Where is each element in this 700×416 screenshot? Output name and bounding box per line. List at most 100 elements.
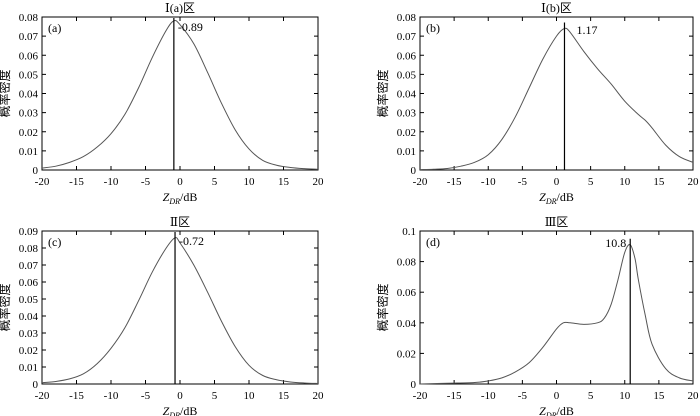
x-axis-label: ZDR/dB	[539, 190, 574, 206]
x-tick-label: 10	[619, 176, 631, 188]
chart-title: Ⅰ(b)区	[541, 1, 572, 15]
plot-frame	[419, 230, 694, 385]
x-tick-label: -5	[518, 390, 528, 402]
y-tick-label: 0.06	[397, 50, 417, 62]
x-tick-label: -15	[447, 176, 462, 188]
y-tick-label: 0.03	[19, 328, 39, 340]
x-tick-label: 5	[588, 176, 594, 188]
y-tick-label: 0.02	[397, 348, 416, 360]
x-tick-label: 0	[177, 176, 183, 188]
x-tick-label: 5	[588, 390, 594, 402]
x-tick-label: -15	[69, 176, 84, 188]
y-tick-label: 0.07	[19, 260, 39, 272]
y-tick-label: 0.04	[397, 318, 417, 330]
x-tick-label: 15	[278, 390, 290, 402]
chart-title: Ⅰ(a)区	[165, 1, 195, 15]
y-tick-label: 0.02	[397, 127, 416, 139]
x-tick-label: 20	[688, 176, 700, 188]
x-tick-label: 15	[278, 176, 290, 188]
chart-title: Ⅲ区	[545, 215, 569, 229]
y-tick-label: 0.08	[19, 243, 39, 255]
x-tick-label: -20	[35, 390, 50, 402]
x-tick-label: 5	[212, 390, 218, 402]
x-tick-label: 10	[244, 176, 256, 188]
peak-label: -0.72	[179, 234, 204, 248]
x-tick-label: -20	[413, 176, 428, 188]
panel-label: (d)	[426, 235, 440, 249]
x-tick-label: 20	[313, 176, 325, 188]
y-tick-label: 0.1	[402, 226, 416, 238]
x-tick-label: -10	[481, 176, 496, 188]
x-axis-label: ZDR/dB	[163, 190, 198, 206]
x-tick-label: -15	[69, 390, 84, 402]
plot-frame	[41, 230, 319, 385]
x-tick-label: -10	[104, 176, 119, 188]
peak-label: 1.17	[576, 23, 597, 37]
x-tick-label: 0	[554, 390, 560, 402]
y-tick-label: 0	[411, 165, 417, 177]
x-axis-label: ZDR/dB	[163, 404, 198, 416]
x-tick-label: 10	[244, 390, 256, 402]
pdf-curve	[419, 244, 694, 385]
plot-frame	[419, 16, 694, 171]
y-tick-label: 0	[33, 165, 39, 177]
x-tick-label: 20	[688, 390, 700, 402]
plot-frame	[41, 16, 319, 171]
y-tick-label: 0	[33, 379, 39, 391]
chart-panel-c: -20 -15 -10 -5 0 5 10 15 20 0 0.01 0.02 0.03 0.04 0.05…	[0, 215, 324, 416]
panel-label: (a)	[48, 21, 61, 35]
y-tick-label: 0.08	[397, 12, 417, 24]
y-tick-label: 0.09	[19, 226, 39, 238]
pdf-curve	[419, 27, 694, 171]
y-tick-label: 0	[411, 379, 417, 391]
x-tick-label: -20	[35, 176, 50, 188]
y-tick-label: 0.02	[19, 345, 38, 357]
y-tick-label: 0.05	[397, 69, 417, 81]
x-tick-label: 20	[313, 390, 325, 402]
panel-label: (b)	[426, 21, 440, 35]
x-tick-label: 5	[212, 176, 218, 188]
panel-label: (c)	[48, 235, 61, 249]
y-tick-label: 0.07	[397, 31, 417, 43]
x-tick-label: 10	[619, 390, 631, 402]
x-tick-label: -15	[447, 390, 462, 402]
x-tick-label: -10	[104, 390, 119, 402]
y-axis-label: 概率密度	[0, 69, 12, 117]
peak-label: -0.89	[178, 20, 203, 34]
y-tick-label: 0.01	[397, 146, 416, 158]
x-tick-label: 0	[177, 390, 183, 402]
y-tick-label: 0.07	[19, 31, 39, 43]
x-tick-label: -20	[413, 390, 428, 402]
y-tick-label: 0.06	[397, 287, 417, 299]
y-tick-label: 0.02	[19, 127, 38, 139]
y-tick-label: 0.04	[19, 89, 39, 101]
x-tick-label: -10	[481, 390, 496, 402]
y-tick-label: 0.08	[397, 257, 417, 269]
y-tick-label: 0.01	[19, 362, 38, 374]
x-tick-label: 0	[554, 176, 560, 188]
y-axis-label: 概率密度	[0, 283, 12, 331]
y-tick-label: 0.03	[19, 108, 39, 120]
y-tick-label: 0.08	[19, 12, 39, 24]
y-tick-label: 0.01	[19, 146, 38, 158]
chart-panel-a: -20 -15 -10 -5 0 5 10 15 20 0 0.01 0.02 0.03 0.04 0.05…	[0, 1, 324, 206]
y-tick-label: 0.06	[19, 277, 39, 289]
x-tick-label: -5	[141, 176, 151, 188]
peak-label: 10.8	[605, 236, 626, 250]
y-tick-label: 0.05	[19, 294, 39, 306]
y-tick-label: 0.04	[397, 89, 417, 101]
y-tick-label: 0.06	[19, 50, 39, 62]
pdf-curve	[41, 237, 319, 384]
chart-panel-d: -20 -15 -10 -5 0 5 10 15 20 0 0.02 0.04 0.06 0.08 0.1 Ⅲ…	[375, 215, 699, 416]
chart-panel-b: -20 -15 -10 -5 0 5 10 15 20 0 0.01 0.02 0.03 0.04 0.05…	[375, 1, 699, 206]
y-tick-label: 0.04	[19, 311, 39, 323]
x-tick-label: -5	[141, 390, 151, 402]
pdf-curve	[41, 19, 319, 170]
y-axis-label: 概率密度	[375, 283, 390, 331]
y-axis-label: 概率密度	[375, 69, 390, 117]
x-tick-label: 15	[653, 390, 665, 402]
x-axis-label: ZDR/dB	[539, 404, 574, 416]
chart-title: Ⅱ区	[170, 215, 190, 229]
x-tick-label: -5	[518, 176, 528, 188]
